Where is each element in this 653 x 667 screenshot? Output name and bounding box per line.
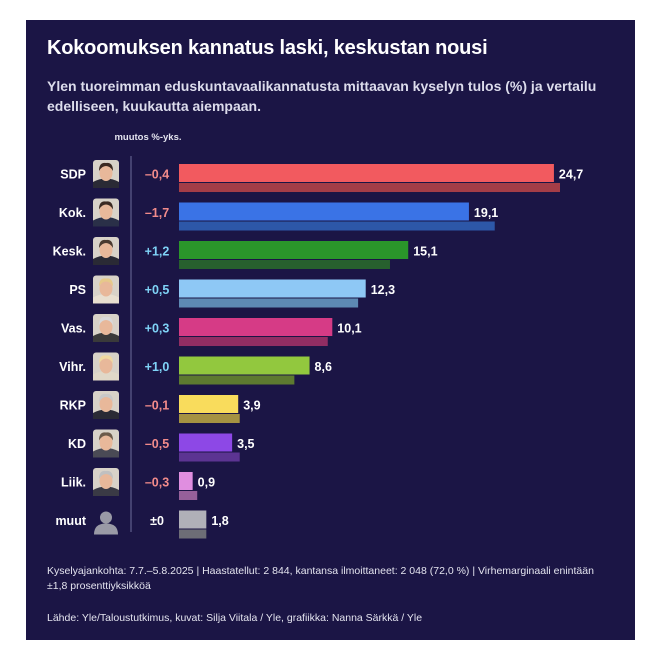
change-column-header: muutos %-yks. [114, 132, 182, 143]
bar-current [179, 472, 193, 490]
party-label: Vihr. [59, 360, 86, 374]
bar-previous [179, 298, 359, 308]
bar-value-label: 3,9 [243, 399, 260, 413]
bar-value-label: 19,1 [474, 206, 498, 220]
bar-value-label: 15,1 [413, 245, 437, 259]
bar-value-label: 1,8 [211, 514, 228, 528]
bar-chart: SDP –0,4 24,7 Kok. –1,7 19,1 Kesk. +1,2 15,1 PS +0… [53, 156, 583, 539]
bar-value-label: 10,1 [337, 322, 361, 336]
bar-current [179, 433, 233, 452]
chart-subtitle: Ylen tuoreimman eduskuntavaalikannatusta… [47, 78, 597, 114]
bar-previous [179, 375, 295, 385]
party-label: Kesk. [53, 245, 86, 259]
bar-current [179, 395, 239, 413]
party-label: Liik. [61, 476, 86, 490]
source-credit: Lähde: Yle/Taloustutkimus, kuvat: Silja … [47, 612, 423, 624]
bar-value-label: 3,5 [237, 437, 254, 451]
bar-current [179, 356, 310, 375]
generic-person-silhouette [94, 511, 118, 535]
bar-current [179, 202, 469, 221]
party-label: Vas. [61, 322, 86, 336]
bar-value-label: 24,7 [559, 168, 583, 182]
bar-value-label: 0,9 [198, 476, 215, 490]
kok-leader-portrait [93, 198, 119, 227]
party-label: RKP [60, 399, 86, 413]
party-label: KD [68, 437, 86, 451]
bar-previous [179, 414, 240, 423]
vas-leader-portrait [93, 314, 119, 342]
bar-current [179, 318, 333, 336]
rkp-leader-portrait [93, 391, 119, 419]
bar-previous [179, 529, 207, 539]
bar-current [179, 279, 366, 298]
bar-previous [179, 491, 198, 500]
bar-previous [179, 183, 560, 192]
change-value: –1,7 [145, 206, 169, 220]
change-value: +1,2 [145, 245, 170, 259]
bar-previous [179, 452, 240, 462]
bar-previous [179, 260, 390, 269]
party-label: muut [55, 514, 86, 528]
party-label: SDP [60, 168, 86, 182]
change-value: –0,4 [145, 168, 169, 182]
chart-panel: Kokoomuksen kannatus laski, keskustan no… [26, 20, 635, 640]
bar-previous [179, 337, 328, 346]
change-value: +0,3 [145, 322, 170, 336]
ps-leader-portrait [93, 275, 119, 304]
liik-leader-portrait [93, 468, 119, 496]
kesk-leader-portrait [93, 237, 119, 265]
vihr-leader-portrait [93, 352, 119, 381]
survey-footnote: Kyselyajankohta: 7.7.–5.8.2025 | Haastat… [47, 565, 594, 592]
party-label: Kok. [59, 206, 86, 220]
change-value: –0,5 [145, 437, 169, 451]
bar-current [179, 241, 409, 259]
change-value: ±0 [150, 514, 164, 528]
kd-leader-portrait [93, 429, 119, 458]
bar-value-label: 8,6 [315, 360, 332, 374]
change-value: –0,1 [145, 399, 169, 413]
change-value: –0,3 [145, 476, 169, 490]
change-value: +1,0 [145, 360, 170, 374]
bar-current [179, 164, 554, 182]
bar-current [179, 510, 207, 529]
party-label: PS [69, 283, 86, 297]
change-value: +0,5 [145, 283, 170, 297]
bar-previous [179, 221, 495, 231]
bar-value-label: 12,3 [371, 283, 395, 297]
sdp-leader-portrait [93, 160, 119, 188]
chart-title: Kokoomuksen kannatus laski, keskustan no… [47, 37, 488, 59]
